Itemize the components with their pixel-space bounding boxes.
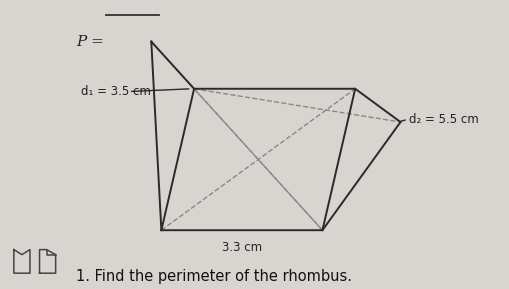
Text: P =: P = [76,35,104,49]
Text: 1. Find the perimeter of the rhombus.: 1. Find the perimeter of the rhombus. [76,269,352,284]
Text: d₂ = 5.5 cm: d₂ = 5.5 cm [409,113,479,126]
Text: d₁ = 3.5 cm: d₁ = 3.5 cm [81,85,151,98]
Text: 3.3 cm: 3.3 cm [222,241,262,254]
